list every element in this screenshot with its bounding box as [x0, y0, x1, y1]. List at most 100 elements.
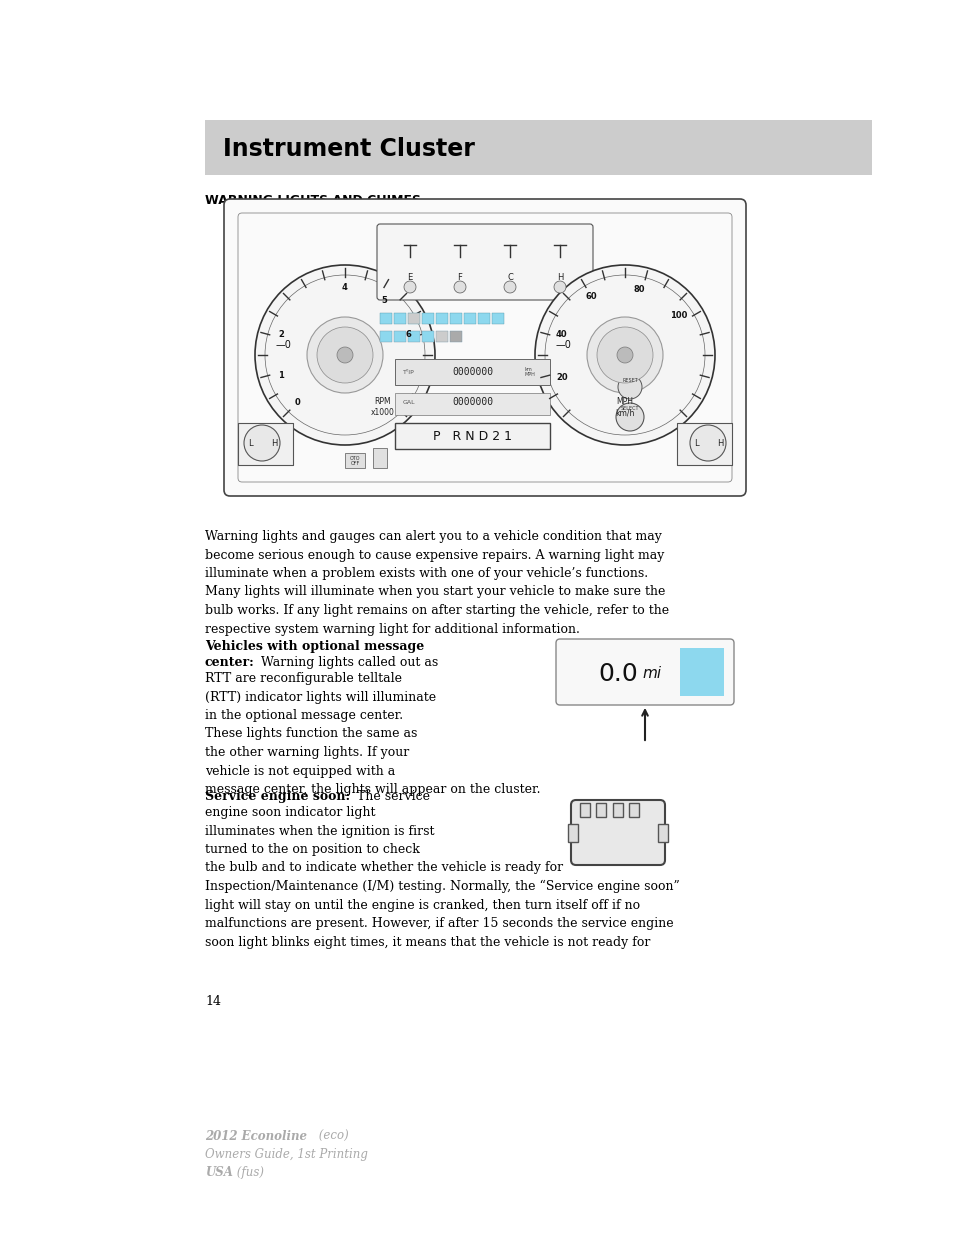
Circle shape — [535, 266, 714, 445]
Text: 6: 6 — [405, 330, 412, 338]
Circle shape — [336, 347, 353, 363]
Bar — [436, 312, 448, 324]
Text: WARNING LIGHTS AND CHIMES: WARNING LIGHTS AND CHIMES — [205, 194, 420, 206]
Text: 0.0: 0.0 — [598, 662, 638, 685]
Text: RPM
x1000: RPM x1000 — [371, 396, 395, 417]
Text: C: C — [507, 273, 513, 282]
Text: Owners Guide, 1st Printing: Owners Guide, 1st Printing — [205, 1149, 368, 1161]
Bar — [567, 824, 578, 842]
Bar — [394, 331, 406, 342]
FancyBboxPatch shape — [376, 224, 593, 300]
Text: 100: 100 — [670, 311, 687, 320]
Text: E: E — [407, 273, 413, 282]
Circle shape — [403, 282, 416, 293]
Circle shape — [316, 327, 373, 383]
Text: RESET: RESET — [621, 378, 638, 383]
Bar — [679, 648, 723, 697]
Bar — [477, 312, 490, 324]
FancyBboxPatch shape — [556, 638, 733, 705]
Text: The service: The service — [353, 790, 430, 803]
Bar — [596, 803, 605, 818]
Bar — [658, 824, 667, 842]
Text: MPH
km/h: MPH km/h — [615, 396, 634, 417]
Bar — [408, 312, 419, 324]
Bar — [579, 803, 589, 818]
Text: SELECT: SELECT — [620, 406, 639, 411]
Text: Warning lights and gauges can alert you to a vehicle condition that may
become s: Warning lights and gauges can alert you … — [205, 530, 668, 636]
Text: OTO
OFF: OTO OFF — [350, 456, 360, 467]
Text: H: H — [716, 438, 722, 447]
Bar — [379, 331, 392, 342]
Text: center:: center: — [205, 656, 254, 669]
Text: engine soon indicator light
illuminates when the ignition is first
turned to the: engine soon indicator light illuminates … — [205, 806, 679, 948]
Text: TᵀIP: TᵀIP — [402, 369, 415, 374]
Bar — [677, 424, 731, 466]
Circle shape — [617, 347, 633, 363]
Text: L: L — [693, 438, 698, 447]
Bar — [379, 312, 392, 324]
Text: 40: 40 — [555, 330, 566, 338]
Bar — [450, 312, 461, 324]
Text: 4: 4 — [342, 284, 348, 293]
Text: L: L — [248, 438, 252, 447]
Text: GAL: GAL — [402, 399, 416, 405]
Text: 20: 20 — [556, 373, 567, 383]
Bar — [395, 424, 550, 450]
Text: 80: 80 — [633, 285, 644, 294]
Text: 0: 0 — [294, 398, 300, 406]
Bar — [394, 312, 406, 324]
Text: Instrument Cluster: Instrument Cluster — [223, 137, 475, 162]
Text: (fus): (fus) — [233, 1166, 264, 1179]
Text: 2: 2 — [278, 330, 284, 338]
Text: 0000000: 0000000 — [452, 367, 493, 377]
FancyBboxPatch shape — [224, 199, 745, 496]
Text: 1: 1 — [278, 372, 284, 380]
Circle shape — [616, 403, 643, 431]
Text: H: H — [557, 273, 562, 282]
Bar — [613, 803, 622, 818]
FancyBboxPatch shape — [571, 800, 664, 864]
Bar — [345, 453, 365, 468]
Bar — [450, 331, 461, 342]
Bar — [205, 120, 871, 175]
Text: km
MPH: km MPH — [524, 367, 536, 378]
Text: 14: 14 — [205, 995, 221, 1008]
Bar — [408, 331, 419, 342]
Circle shape — [503, 282, 516, 293]
Bar — [492, 312, 503, 324]
Text: 60: 60 — [585, 293, 597, 301]
Circle shape — [454, 282, 465, 293]
Circle shape — [586, 317, 662, 393]
Text: F: F — [457, 273, 462, 282]
Text: mi: mi — [641, 667, 660, 682]
Bar — [395, 359, 550, 385]
Text: RTT are reconfigurable telltale
(RTT) indicator lights will illuminate
in the op: RTT are reconfigurable telltale (RTT) in… — [205, 672, 540, 797]
Text: 0000000: 0000000 — [452, 396, 493, 408]
Text: 2012 Econoline: 2012 Econoline — [205, 1130, 307, 1144]
Text: H: H — [271, 438, 277, 447]
Circle shape — [554, 282, 565, 293]
Text: —0: —0 — [274, 340, 291, 350]
Circle shape — [254, 266, 435, 445]
Bar — [373, 448, 387, 468]
Text: Warning lights called out as: Warning lights called out as — [256, 656, 437, 669]
Circle shape — [307, 317, 382, 393]
Text: 5: 5 — [381, 296, 387, 305]
Bar — [436, 331, 448, 342]
Text: —0: —0 — [555, 340, 570, 350]
Circle shape — [244, 425, 280, 461]
Circle shape — [689, 425, 725, 461]
Bar — [395, 393, 550, 415]
Text: USA: USA — [205, 1166, 233, 1179]
Bar — [628, 803, 639, 818]
Bar — [463, 312, 476, 324]
Bar — [421, 312, 434, 324]
Circle shape — [618, 375, 641, 399]
Circle shape — [597, 327, 652, 383]
Text: P   R N D 2 1: P R N D 2 1 — [433, 431, 512, 443]
Text: Vehicles with optional message: Vehicles with optional message — [205, 640, 424, 653]
Text: Service engine soon:: Service engine soon: — [205, 790, 350, 803]
Bar — [421, 331, 434, 342]
Text: (eco): (eco) — [314, 1130, 349, 1144]
Bar — [237, 424, 293, 466]
